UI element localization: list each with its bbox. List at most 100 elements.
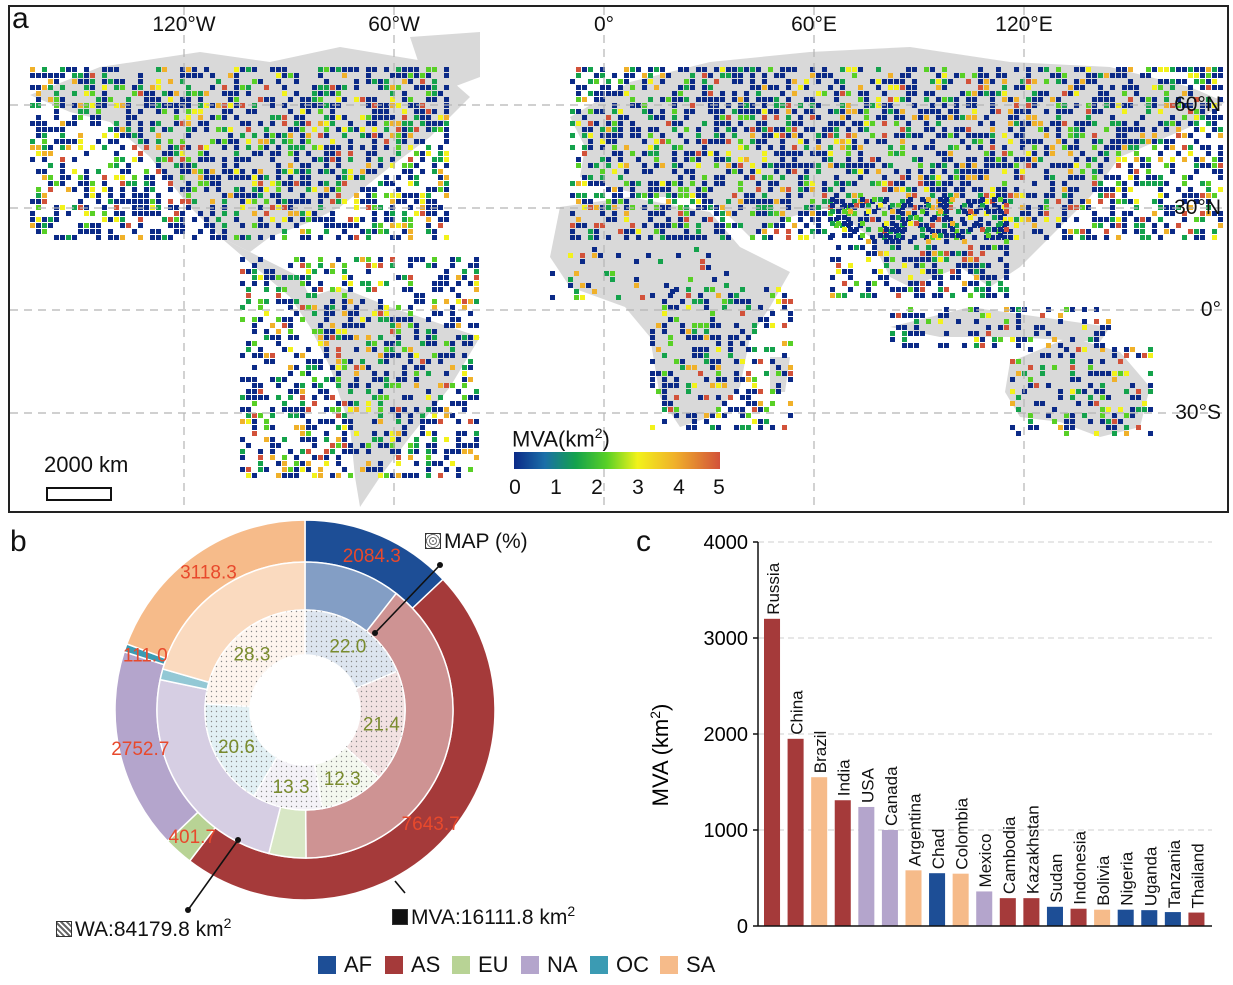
panel-b-letter: b: [10, 525, 27, 558]
world-map: 120°W 60°W 0° 60°E 120°E 60°N 30°N 0° 30…: [8, 5, 1229, 513]
donut-label-mva-sa: 3118.3: [180, 562, 237, 583]
bar-label-indonesia: Indonesia: [1071, 830, 1090, 904]
bar-label-sudan: Sudan: [1047, 854, 1066, 903]
colorbar-tick-4: 4: [673, 476, 685, 499]
bar-chad: [929, 873, 946, 926]
land-masses: [30, 32, 1225, 507]
colorbar-title: MVA(km2): [512, 425, 610, 452]
y-tick-label: 2000: [704, 724, 749, 746]
lon-label-60w: 60°W: [368, 13, 420, 36]
donut-label-map-oc: 20.6: [218, 737, 255, 758]
lon-label-120e: 120°E: [995, 13, 1053, 36]
donut-label-map-sa: 28.3: [233, 645, 270, 666]
legend-item-eu: EU: [452, 952, 509, 978]
lon-label-0: 0°: [593, 13, 615, 36]
bar-label-tanzania: Tanzania: [1165, 839, 1184, 908]
colorbar-tick-1: 1: [550, 476, 562, 499]
y-tick-label: 3000: [704, 628, 749, 650]
bar-russia: [764, 618, 781, 926]
bar-thailand: [1188, 912, 1205, 926]
wa-total-label: WA:84179.8 km2: [56, 915, 231, 942]
dotted-swatch-icon: [425, 533, 441, 549]
colorbar-tick-2: 2: [591, 476, 603, 499]
donut-label-map-af: 22.0: [329, 636, 366, 657]
bar-label-mexico: Mexico: [976, 834, 995, 888]
donut-label-mva-oc: 111.0: [123, 646, 168, 667]
lon-label-120w: 120°W: [152, 13, 216, 36]
bar-label-colombia: Colombia: [953, 797, 972, 869]
bar-bolivia: [1094, 909, 1111, 926]
bar-label-bolivia: Bolivia: [1094, 855, 1113, 906]
bar-indonesia: [1070, 908, 1087, 926]
legend-swatch: [385, 956, 403, 974]
bar-label-russia: Russia: [764, 562, 783, 615]
bar-uganda: [1141, 910, 1158, 926]
bar-kazakhstan: [1023, 898, 1040, 926]
checker-swatch-icon: [56, 921, 72, 937]
bar-label-uganda: Uganda: [1141, 846, 1160, 906]
legend-swatch: [660, 956, 678, 974]
bar-usa: [858, 806, 875, 926]
lat-label-60n: 60°N: [1174, 93, 1221, 116]
donut-label-mva-eu: 401.7: [168, 827, 216, 848]
continent-donut-chart: 2084.3 7643.7 401.7 2752.7 111.0 3118.3 22.0 21…: [111, 519, 496, 913]
bar-label-canada: Canada: [882, 766, 901, 826]
donut-label-mva-na: 2752.7: [111, 739, 169, 760]
colorbar-tick-0: 0: [509, 476, 521, 499]
bar-argentina: [905, 870, 922, 926]
bar-sudan: [1046, 906, 1063, 926]
donut-label-map-eu: 12.3: [324, 769, 361, 790]
y-tick-label: 0: [737, 916, 748, 938]
y-tick-label: 4000: [704, 532, 749, 554]
y-axis-label: MVA (km2): [647, 704, 673, 807]
bar-label-kazakhstan: Kazakhstan: [1023, 805, 1042, 894]
legend-item-oc: OC: [590, 952, 649, 978]
legend-item-na: NA: [521, 952, 578, 978]
bar-label-argentina: Argentina: [905, 793, 924, 866]
colorbar: [514, 452, 720, 469]
lon-label-60e: 60°E: [791, 13, 837, 36]
bar-label-brazil: Brazil: [811, 731, 830, 774]
map-canvas: [10, 7, 1227, 511]
bar-colombia: [952, 873, 969, 926]
donut-label-mva-as: 7643.7: [402, 814, 460, 835]
lat-label-30s: 30°S: [1175, 401, 1221, 424]
colorbar-tick-3: 3: [632, 476, 644, 499]
scale-bar-label: 2000 km: [44, 452, 129, 477]
bar-label-thailand: Thailand: [1188, 843, 1207, 908]
legend-item-af: AF: [318, 952, 372, 978]
lat-label-30n: 30°N: [1174, 196, 1221, 219]
bar-india: [834, 800, 851, 926]
mva-grid-cells: [30, 67, 1223, 478]
lat-label-0: 0°: [1200, 298, 1221, 321]
bar-tanzania: [1164, 912, 1181, 926]
mva-total-label: MVA:16111.8 km2: [392, 903, 575, 930]
legend-item-as: AS: [385, 952, 440, 978]
bar-label-cambodia: Cambodia: [1000, 816, 1019, 894]
legend-swatch: [452, 956, 470, 974]
bar-label-chad: Chad: [929, 829, 948, 870]
bar-label-china: China: [788, 690, 807, 735]
bar-canada: [881, 830, 898, 926]
bar-label-usa: USA: [858, 767, 877, 803]
legend-swatch: [521, 956, 539, 974]
bar-mexico: [976, 891, 993, 926]
colorbar-tick-5: 5: [713, 476, 725, 499]
donut-label-map-na: 13.3: [273, 777, 310, 798]
solid-swatch-icon: [392, 909, 408, 925]
donut-label-map-as: 21.4: [363, 714, 400, 735]
donut-label-mva-af: 2084.3: [343, 546, 401, 567]
bar-china: [787, 738, 804, 926]
bar-nigeria: [1117, 909, 1134, 926]
map-legend-label: MAP (%): [425, 530, 528, 554]
graticule: [10, 7, 1227, 511]
y-tick-label: 1000: [704, 820, 749, 842]
bar-brazil: [811, 777, 828, 926]
scale-bar: [46, 487, 112, 501]
panel-c-letter: c: [636, 525, 651, 558]
bar-label-india: India: [835, 759, 854, 796]
bar-label-nigeria: Nigeria: [1118, 851, 1137, 905]
bar-cambodia: [999, 898, 1016, 926]
legend-swatch: [318, 956, 336, 974]
